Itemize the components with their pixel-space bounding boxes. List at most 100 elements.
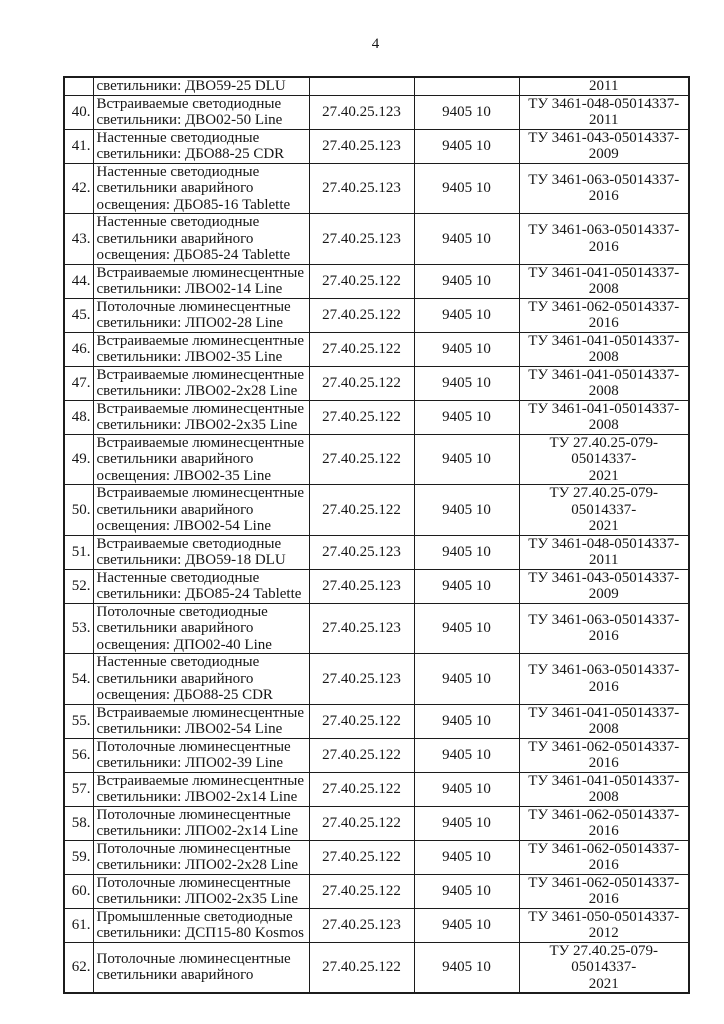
product-description-cell: Промышленные светодиодные светильники: Д… [92,907,310,943]
product-description-cell: Встраиваемые люминесцентные светильники:… [92,263,310,299]
row-number-cell: 62. [63,941,94,994]
tu-document-cell: ТУ 3461-041-05014337- 2008 [518,263,690,299]
tnved-code-cell: 9405 10 [413,941,520,994]
row-number-cell [63,76,94,96]
product-description-cell: Настенные светодиодные светильники: ДБО8… [92,128,310,164]
row-number-cell: 59. [63,839,94,875]
tu-document-cell: ТУ 3461-063-05014337- 2016 [518,653,690,705]
table-row: 51. Встраиваемые светодиодные светильник… [63,534,690,570]
tu-document-cell: ТУ 3461-048-05014337- 2011 [518,94,690,130]
table-row: 52. Настенные светодиодные светильники: … [63,568,690,604]
row-number-cell: 45. [63,297,94,333]
row-number-cell: 47. [63,365,94,401]
tu-document-cell: ТУ 3461-062-05014337- 2016 [518,297,690,333]
table-row: 42. Настенные светодиодные светильники а… [63,162,690,214]
okpd2-code-cell: 27.40.25.122 [308,703,415,739]
product-description-cell: Потолочные люминесцентные светильники: Л… [92,737,310,773]
table-row: 48. Встраиваемые люминесцентные светильн… [63,399,690,435]
row-number-cell: 48. [63,399,94,435]
okpd2-code-cell: 27.40.25.122 [308,399,415,435]
product-description-cell: Потолочные люминесцентные светильники: Л… [92,297,310,333]
tu-document-cell: ТУ 3461-043-05014337- 2009 [518,568,690,604]
okpd2-code-cell: 27.40.25.123 [308,162,415,214]
okpd2-code-cell: 27.40.25.122 [308,297,415,333]
okpd2-code-cell: 27.40.25.123 [308,213,415,265]
row-number-cell: 61. [63,907,94,943]
row-number-cell: 41. [63,128,94,164]
table-row: 46. Встраиваемые люминесцентные светильн… [63,331,690,367]
tnved-code-cell: 9405 10 [413,94,520,130]
tnved-code-cell: 9405 10 [413,162,520,214]
tu-document-cell: ТУ 3461-050-05014337- 2012 [518,907,690,943]
okpd2-code-cell: 27.40.25.122 [308,771,415,807]
tu-document-cell: ТУ 3461-041-05014337- 2008 [518,771,690,807]
row-number-cell: 44. [63,263,94,299]
tu-document-cell: ТУ 3461-062-05014337- 2016 [518,873,690,909]
row-number-cell: 54. [63,653,94,705]
tu-document-cell: ТУ 3461-048-05014337- 2011 [518,534,690,570]
table-row: 40. Встраиваемые светодиодные светильник… [63,94,690,130]
table-row: 59. Потолочные люминесцентные светильник… [63,839,690,875]
tu-document-cell: ТУ 27.40.25-079-05014337- 2021 [518,433,690,485]
row-number-cell: 60. [63,873,94,909]
table-row: 41. Настенные светодиодные светильники: … [63,128,690,164]
row-number-cell: 55. [63,703,94,739]
product-description-cell: Встраиваемые люминесцентные светильники … [92,433,310,485]
row-number-cell: 42. [63,162,94,214]
products-table: светильники: ДВО59-25 DLU 2011 40. Встра… [63,76,690,994]
okpd2-code-cell: 27.40.25.122 [308,263,415,299]
tu-document-cell: 2011 [518,76,690,96]
tu-document-cell: ТУ 27.40.25-079-05014337- 2021 [518,484,690,536]
table-row: 47. Встраиваемые люминесцентные светильн… [63,365,690,401]
tnved-code-cell: 9405 10 [413,128,520,164]
tnved-code-cell: 9405 10 [413,263,520,299]
okpd2-code-cell [308,76,415,96]
table-row: 62. Потолочные люминесцентные светильник… [63,941,690,994]
table-row: 55. Встраиваемые люминесцентные светильн… [63,703,690,739]
okpd2-code-cell: 27.40.25.122 [308,365,415,401]
tu-document-cell: ТУ 3461-062-05014337- 2016 [518,737,690,773]
product-description-cell: Встраиваемые люминесцентные светильники:… [92,331,310,367]
product-description-cell: Настенные светодиодные светильники авари… [92,653,310,705]
product-description-cell: Потолочные люминесцентные светильники: Л… [92,839,310,875]
okpd2-code-cell: 27.40.25.123 [308,94,415,130]
row-number-cell: 46. [63,331,94,367]
tu-document-cell: ТУ 3461-063-05014337- 2016 [518,162,690,214]
product-description-cell: Настенные светодиодные светильники авари… [92,162,310,214]
row-number-cell: 57. [63,771,94,807]
okpd2-code-cell: 27.40.25.122 [308,737,415,773]
product-description-cell: Настенные светодиодные светильники авари… [92,213,310,265]
row-number-cell: 53. [63,602,94,654]
table-row: светильники: ДВО59-25 DLU 2011 [63,76,690,96]
okpd2-code-cell: 27.40.25.122 [308,433,415,485]
okpd2-code-cell: 27.40.25.123 [308,602,415,654]
tu-document-cell: ТУ 3461-063-05014337- 2016 [518,213,690,265]
product-description-cell: Встраиваемые люминесцентные светильники:… [92,771,310,807]
product-description-cell: Встраиваемые люминесцентные светильники … [92,484,310,536]
tu-document-cell: ТУ 3461-043-05014337- 2009 [518,128,690,164]
tnved-code-cell: 9405 10 [413,873,520,909]
row-number-cell: 43. [63,213,94,265]
tnved-code-cell: 9405 10 [413,907,520,943]
tnved-code-cell: 9405 10 [413,534,520,570]
tu-document-cell: ТУ 3461-041-05014337- 2008 [518,365,690,401]
table-row: 54. Настенные светодиодные светильники а… [63,653,690,705]
okpd2-code-cell: 27.40.25.123 [308,534,415,570]
tu-document-cell: ТУ 3461-041-05014337- 2008 [518,399,690,435]
row-number-cell: 52. [63,568,94,604]
tnved-code-cell: 9405 10 [413,213,520,265]
product-description-cell: Встраиваемые люминесцентные светильники:… [92,399,310,435]
tnved-code-cell: 9405 10 [413,433,520,485]
product-description-cell: Встраиваемые люминесцентные светильники:… [92,703,310,739]
product-description-cell: Потолочные люминесцентные светильники ав… [92,941,310,994]
product-description-cell: Встраиваемые светодиодные светильники: Д… [92,94,310,130]
row-number-cell: 50. [63,484,94,536]
okpd2-code-cell: 27.40.25.122 [308,941,415,994]
tu-document-cell: ТУ 3461-041-05014337- 2008 [518,703,690,739]
table-row: 50. Встраиваемые люминесцентные светильн… [63,484,690,536]
tnved-code-cell: 9405 10 [413,703,520,739]
tnved-code-cell: 9405 10 [413,771,520,807]
tnved-code-cell: 9405 10 [413,331,520,367]
okpd2-code-cell: 27.40.25.122 [308,484,415,536]
tu-document-cell: ТУ 3461-062-05014337- 2016 [518,839,690,875]
